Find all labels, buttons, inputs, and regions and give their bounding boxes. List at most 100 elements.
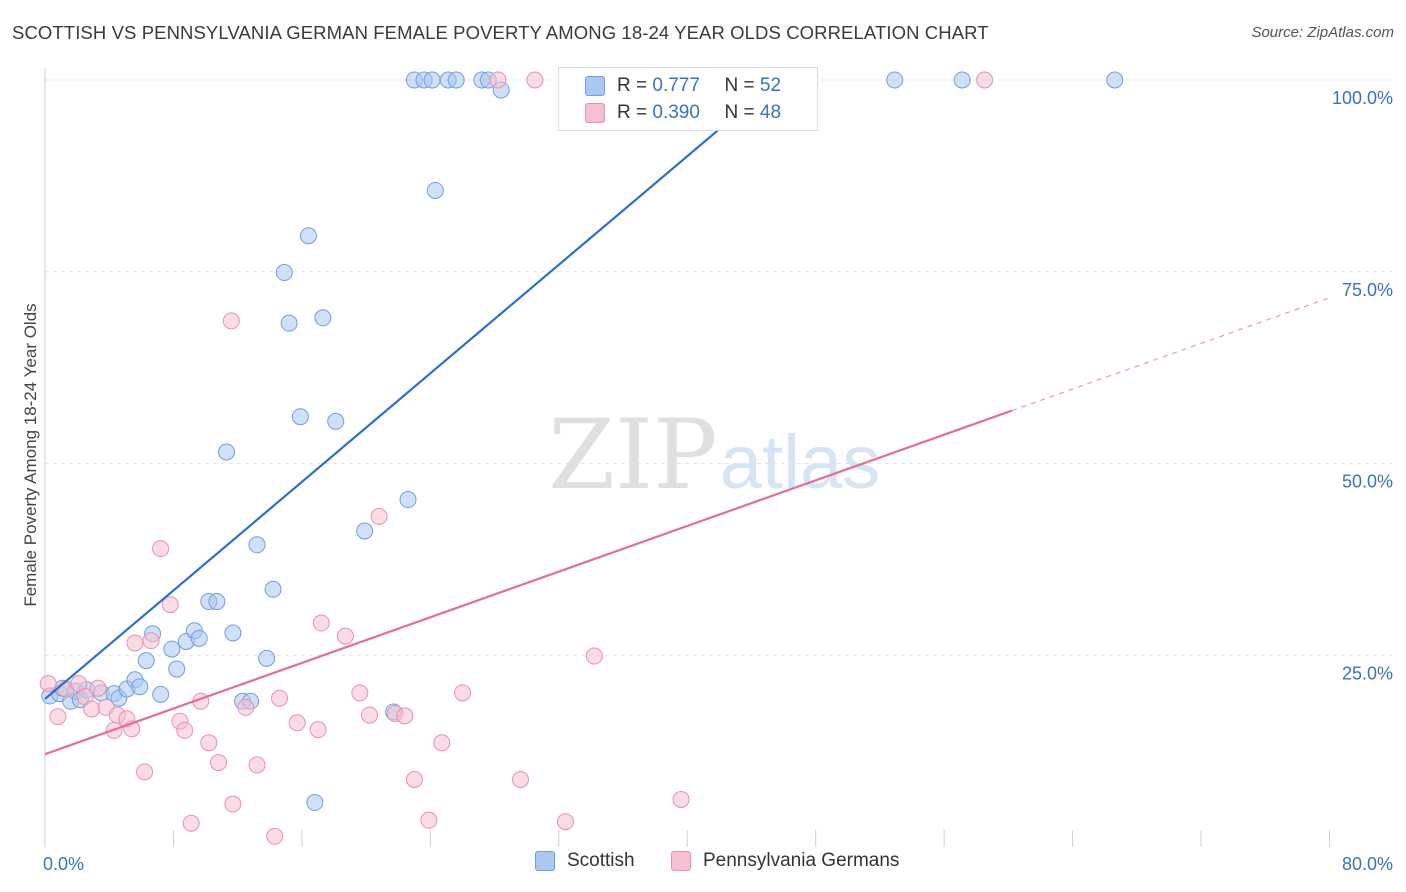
- scottish-point-45: [447, 71, 465, 89]
- pa-point-28: [271, 689, 289, 707]
- pa-point-16: [161, 596, 179, 614]
- legend-item-pennsylvania-germans[interactable]: Pennsylvania Germans: [671, 850, 899, 872]
- scottish-point-34: [306, 794, 324, 812]
- scottish-point-32: [291, 408, 309, 426]
- source-label: Source: ZipAtlas.com: [1251, 24, 1394, 41]
- pa-point-5: [83, 700, 101, 718]
- pa-trend-line: [44, 409, 1013, 756]
- pa-point-31: [312, 614, 330, 632]
- pa-point-26: [248, 756, 266, 774]
- pa-point-41: [454, 684, 472, 702]
- scottish-point-22: [208, 593, 226, 611]
- scottish-swatch: [585, 76, 605, 96]
- pa-point-25: [237, 698, 255, 716]
- scottish-point-49: [886, 71, 904, 89]
- pa-point-21: [200, 734, 218, 752]
- x-tick-label-0: 0.0%: [43, 854, 84, 874]
- scottish-trend-line: [44, 79, 779, 700]
- pa-point-45: [556, 813, 574, 831]
- scottish-point-24: [224, 624, 242, 642]
- pa-point-43: [511, 771, 529, 789]
- pa-point-27: [266, 827, 284, 845]
- scottish-point-31: [280, 314, 298, 332]
- x-tick-label-1: 80.0%: [1342, 854, 1393, 874]
- scottish-point-12: [131, 678, 149, 696]
- pa-point-38: [405, 771, 423, 789]
- pa-point-23: [222, 312, 240, 330]
- scottish-point-28: [258, 649, 276, 667]
- pa-point-32: [336, 627, 354, 645]
- scottish-n-label: N =: [724, 75, 755, 96]
- pa-point-40: [433, 734, 451, 752]
- scottish-point-33: [299, 227, 317, 245]
- scottish-point-37: [356, 522, 374, 540]
- axes: [44, 68, 1330, 847]
- series-legend: Scottish Pennsylvania Germans: [0, 850, 1406, 880]
- pa-point-14: [142, 632, 160, 650]
- scottish-n-value: 52: [759, 75, 782, 96]
- grid-lines: [45, 79, 1392, 656]
- scottish-point-42: [423, 71, 441, 89]
- pa-point-12: [126, 634, 144, 652]
- pa-n-label: N =: [724, 102, 755, 123]
- scottish-point-43: [426, 181, 444, 199]
- pa-point-39: [420, 811, 438, 829]
- pa-point-46: [585, 647, 603, 665]
- pa-point-15: [152, 540, 170, 558]
- pa-point-48: [976, 71, 994, 89]
- scottish-point-36: [327, 412, 345, 430]
- tick-labels: 25.0% 50.0% 75.0% 100.0% 0.0% 80.0%: [43, 88, 1393, 874]
- pa-point-0: [39, 675, 57, 693]
- pa-point-22: [209, 754, 227, 772]
- legend-label-scottish: Scottish: [567, 850, 635, 871]
- scottish-point-29: [264, 580, 282, 598]
- scottish-point-35: [314, 309, 332, 327]
- stats-legend: R = 0.777 N = 52 R = 0.390 N = 48: [558, 67, 818, 131]
- scottish-point-30: [275, 264, 293, 282]
- scottish-point-20: [190, 629, 208, 647]
- watermark-zip: ZIP: [548, 399, 717, 511]
- y-tick-label-2: 75.0%: [1342, 280, 1393, 300]
- pa-point-13: [136, 763, 154, 781]
- y-axis-label: Female Poverty Among 18-24 Year Olds: [21, 303, 40, 606]
- pa-point-29: [288, 714, 306, 732]
- pa-point-44: [526, 71, 544, 89]
- pa-point-18: [176, 721, 194, 739]
- watermark: ZIP atlas: [548, 399, 880, 511]
- y-tick-label-1: 50.0%: [1342, 472, 1393, 492]
- pa-r-value: 0.390: [652, 102, 700, 123]
- legend-swatch-pennsylvania-germans: [671, 851, 691, 871]
- pa-r-label: R =: [617, 102, 648, 123]
- pa-n-value: 48: [759, 102, 782, 123]
- watermark-atlas: atlas: [720, 420, 881, 505]
- pa-point-47: [672, 790, 690, 808]
- pa-point-19: [182, 814, 200, 832]
- pa-point-24: [224, 795, 242, 813]
- legend-swatch-scottish: [535, 851, 555, 871]
- scottish-point-17: [168, 660, 186, 678]
- pa-point-33: [351, 684, 369, 702]
- pa-point-34: [360, 706, 378, 724]
- scottish-point-27: [248, 536, 266, 554]
- y-tick-label-0: 25.0%: [1342, 663, 1393, 683]
- scottish-r-label: R =: [617, 75, 648, 96]
- scottish-point-23: [218, 443, 236, 461]
- scottish-r-value: 0.777: [652, 75, 700, 96]
- trend-lines: [44, 79, 1331, 756]
- pa-swatch: [585, 103, 605, 123]
- legend-label-pennsylvania-germans: Pennsylvania Germans: [703, 850, 900, 871]
- pa-point-30: [309, 721, 327, 739]
- scottish-point-16: [163, 640, 181, 658]
- y-tick-label-3: 100.0%: [1332, 88, 1393, 108]
- pa-point-35: [370, 507, 388, 525]
- scottish-point-13: [137, 652, 155, 670]
- legend-item-scottish[interactable]: Scottish: [535, 850, 635, 872]
- pa-point-1: [49, 708, 67, 726]
- pa-point-37: [396, 707, 414, 725]
- chart-title: SCOTTISH VS PENNSYLVANIA GERMAN FEMALE P…: [12, 22, 989, 43]
- pa-trend-extension: [1011, 296, 1331, 412]
- scottish-point-50: [953, 71, 971, 89]
- scottish-point-51: [1106, 71, 1124, 89]
- pa-point-6: [89, 679, 107, 697]
